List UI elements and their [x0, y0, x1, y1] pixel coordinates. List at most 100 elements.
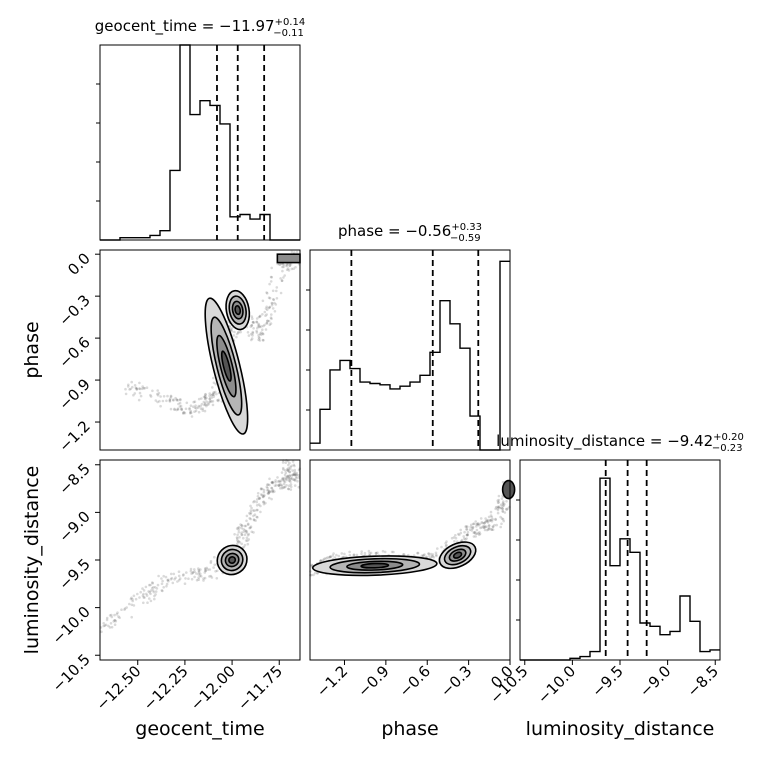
gt-ld-sample-point: [259, 493, 263, 496]
phase-ld-sample-point: [348, 550, 351, 554]
gt-phase-sample-point: [214, 390, 217, 394]
gt-phase-sample-point: [212, 393, 216, 396]
gt-phase-sample-point: [271, 302, 274, 305]
gt-ld-sample-point: [105, 616, 109, 620]
gt-phase-sample-point: [208, 392, 211, 395]
phase-ld-sample-point: [474, 520, 478, 523]
gt-ld-sample-point: [190, 577, 194, 581]
gt-ld-sample-point: [176, 580, 179, 583]
phase-ld-sample-point: [474, 532, 477, 535]
gt-ld-sample-point: [276, 480, 280, 483]
gt-phase-sample-point: [208, 394, 211, 398]
gt-phase-sample-point: [281, 265, 284, 269]
gt-ld-sample-point: [215, 569, 219, 573]
gt-phase-sample-point: [149, 395, 153, 398]
phase-ld-sample-point: [497, 501, 501, 504]
gt-ld-sample-point: [193, 570, 196, 573]
gt-ld-sample-point: [288, 479, 292, 482]
gt-phase-sample-point: [282, 263, 286, 267]
gt-ld-sample-point: [252, 500, 255, 504]
phase-ld-contour-line-1-3: [452, 551, 463, 559]
phase-ld-sample-point: [483, 528, 487, 532]
gt-phase-sample-point: [135, 387, 139, 391]
gt-ld-sample-point: [297, 485, 301, 489]
phase-ld-contour-line-0-2: [346, 560, 404, 571]
gt-ld-sample-point: [257, 503, 261, 506]
gt-ld-sample-point: [197, 567, 200, 570]
phase-ld-sample-point: [475, 525, 478, 528]
gt-ld-sample-point: [279, 479, 283, 483]
gt-phase-sample-point: [184, 407, 188, 411]
phase-ld-sample-point: [491, 525, 495, 528]
gt-ld-sample-point: [282, 478, 285, 482]
gt-phase-sample-point: [173, 408, 176, 412]
gt-phase-sample-point: [193, 406, 197, 410]
gt-phase-sample-point: [204, 392, 207, 396]
gt-phase-sample-point: [257, 322, 260, 326]
gt-phase-sample-point: [139, 394, 143, 398]
gt-ld-sample-point: [240, 524, 244, 527]
x-axis-label-2: luminosity_distance: [526, 718, 715, 740]
gt-ld-sample-point: [253, 513, 257, 516]
gt-ld-sample-point: [246, 542, 250, 546]
ticks-layer: [95, 83, 716, 665]
gt-ld-sample-point: [115, 613, 119, 616]
gt-phase-sample-point: [289, 262, 293, 266]
gt-phase-sample-point: [166, 394, 169, 398]
phase-ld-sample-point: [431, 554, 434, 558]
gt-phase-sample-point: [267, 306, 271, 310]
gt-ld-sample-point: [139, 590, 142, 594]
gt-ld-sample-point: [292, 463, 296, 467]
gt-phase-sample-point: [282, 276, 285, 279]
phase-ld-sample-point: [503, 502, 506, 506]
gt-ld-sample-point: [141, 594, 145, 597]
gt-ld-sample-point: [282, 486, 285, 490]
phase-ld-sample-point: [479, 526, 482, 530]
gt-phase-sample-point: [204, 397, 207, 400]
phase-ld-sample-point: [420, 554, 424, 557]
gt-phase-contour-line-0-0: [204, 297, 249, 435]
phase-ld-sample-point: [472, 522, 476, 526]
phase-ld-sample-point: [472, 535, 476, 538]
phase-ld-sample-point: [475, 532, 479, 536]
gt-ld-sample-point: [262, 495, 265, 499]
gt-ld-sample-point: [203, 576, 207, 580]
phase-ld-sample-point: [476, 522, 480, 526]
gt-ld-sample-point: [256, 492, 260, 495]
gt-phase-sample-point: [205, 396, 208, 400]
phase-x-ticklabel: −1.2: [313, 662, 351, 700]
gt-ld-sample-point: [153, 586, 157, 589]
phase-ld-sample-point: [501, 507, 504, 511]
gt-ld-sample-point: [100, 630, 103, 634]
gt-ld-sample-point: [246, 533, 250, 537]
phase-ld-sample-point: [506, 507, 510, 510]
gt-phase-sample-point: [204, 395, 207, 398]
phase-ld-sample-point: [374, 551, 378, 555]
phase-ld-sample-point: [500, 522, 503, 526]
gt-ld-sample-point: [290, 477, 294, 480]
gt-phase-sample-point: [138, 387, 141, 390]
gt-phase-sample-point: [255, 331, 259, 334]
phase-ld-sample-point: [445, 543, 448, 547]
gt-phase-sample-point: [271, 289, 275, 293]
gt-ld-sample-point: [271, 480, 275, 484]
phase-ld-sample-point: [325, 557, 328, 560]
gt-phase-sample-point: [278, 263, 281, 266]
gt-phase-sample-point: [174, 396, 177, 400]
gt-ld-sample-point: [202, 579, 205, 582]
phase-ld-sample-point: [432, 556, 436, 559]
gt-ld-contour-line-0-0: [216, 544, 248, 576]
gt-phase-sample-point: [185, 401, 189, 405]
gt-ld-sample-point: [280, 483, 283, 487]
gt-ld-sample-point: [238, 535, 241, 539]
gt-ld-sample-point: [199, 575, 203, 578]
gt-ld-sample-point: [173, 578, 176, 581]
gt-phase-sample-point: [159, 404, 162, 408]
phase-ld-sample-point: [488, 518, 492, 522]
gt-ld-sample-point: [277, 483, 281, 487]
gt-ld-sample-point: [266, 483, 270, 486]
gt-ld-sample-point: [240, 533, 243, 536]
gt-ld-sample-point: [113, 623, 117, 626]
gt-ld-sample-point: [242, 545, 246, 549]
luminosity_distance-histogram-step: [520, 477, 720, 661]
